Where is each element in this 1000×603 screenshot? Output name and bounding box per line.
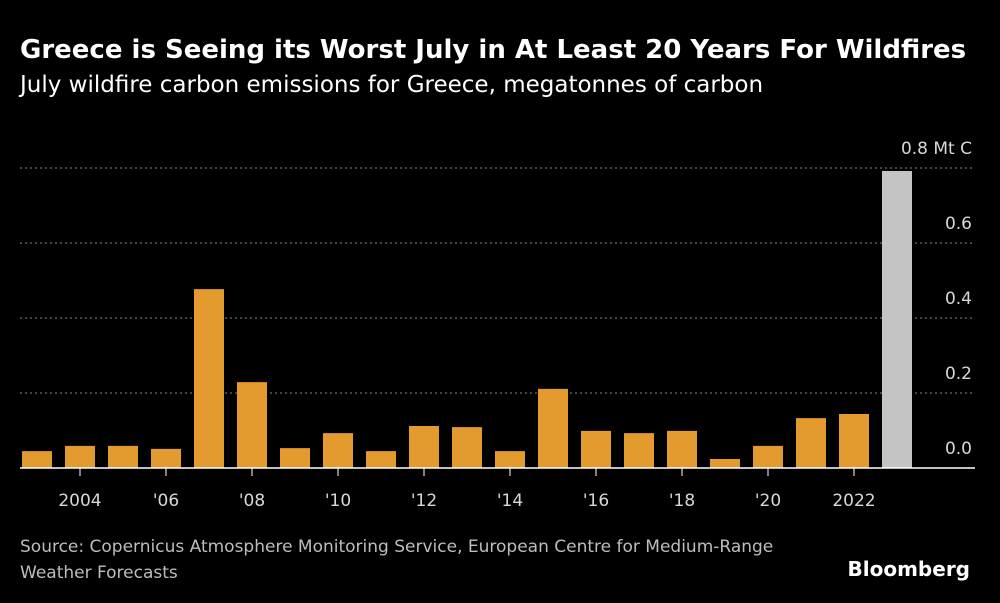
bar	[882, 171, 912, 468]
y-tick-label: 0.4	[945, 289, 972, 309]
y-tick-label: 0.6	[945, 214, 972, 234]
bar	[624, 433, 654, 468]
bar	[839, 414, 869, 468]
bar	[710, 459, 740, 468]
bar	[495, 451, 525, 468]
bar	[581, 430, 611, 468]
bar	[323, 433, 353, 468]
y-tick-label: 0.0	[945, 439, 972, 459]
x-tick-label: '08	[239, 491, 265, 511]
x-tick-label: 2022	[832, 491, 875, 511]
x-tick-label: '20	[755, 491, 781, 511]
bar	[753, 445, 783, 468]
chart-subtitle: July wildfire carbon emissions for Greec…	[18, 72, 763, 98]
source-box: Source: Copernicus Atmosphere Monitoring…	[20, 537, 774, 583]
bar	[108, 445, 138, 468]
x-tick-label: 2004	[58, 491, 101, 511]
bar	[151, 448, 181, 468]
x-tick-label: '10	[325, 491, 351, 511]
bar	[366, 451, 396, 468]
x-tick-label: '16	[583, 491, 609, 511]
source: Source: Copernicus Atmosphere Monitoring…	[20, 537, 774, 583]
bar	[194, 289, 224, 468]
x-tick-label: '06	[153, 491, 179, 511]
bar	[280, 448, 310, 468]
y-tick-label: 0.2	[945, 364, 972, 384]
x-tick-label: '12	[411, 491, 437, 511]
bar	[667, 430, 697, 468]
bar	[22, 451, 52, 468]
bar	[452, 427, 482, 468]
y-tick-label: 0.8 Mt C	[901, 139, 972, 159]
brand: Bloomberg	[848, 557, 970, 581]
x-tick-label: '18	[669, 491, 695, 511]
bar	[65, 445, 95, 468]
bar	[237, 382, 267, 468]
bar	[409, 426, 439, 468]
bar	[538, 388, 568, 468]
bar	[796, 418, 826, 468]
x-tick-label: '14	[497, 491, 523, 511]
chart-title: Greece is Seeing its Worst July in At Le…	[20, 35, 966, 65]
